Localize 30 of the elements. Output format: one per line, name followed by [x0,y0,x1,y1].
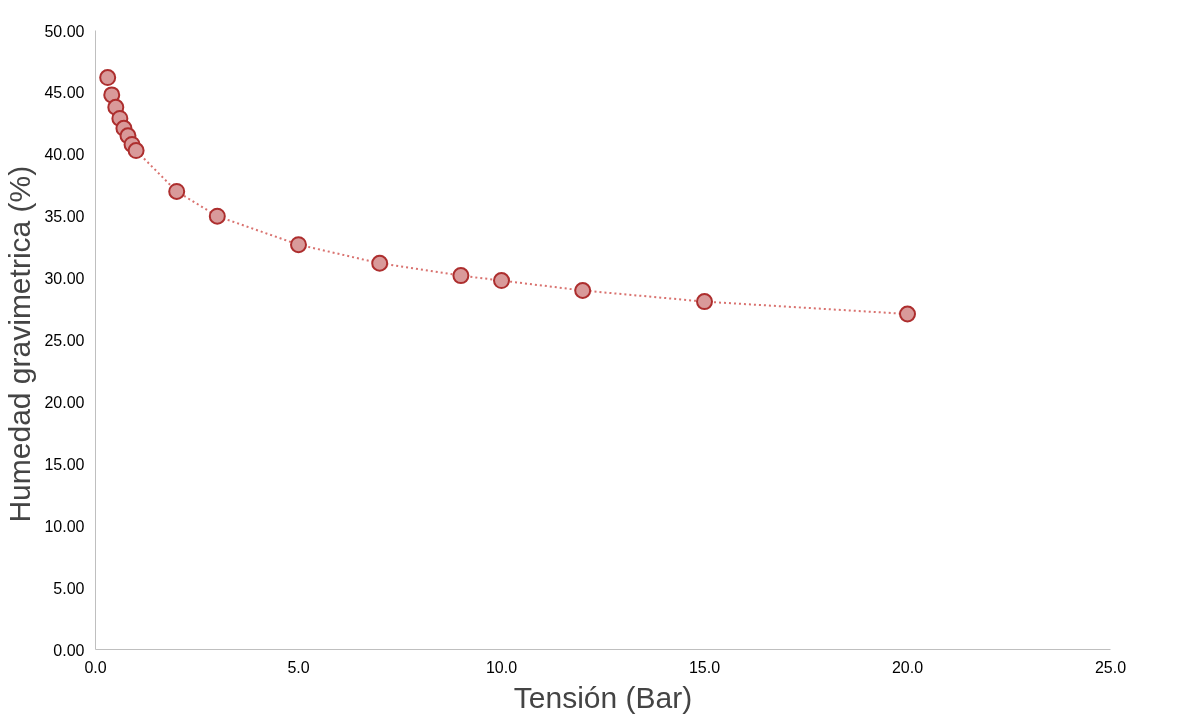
point [696,293,713,311]
y-tick-label: 15.00 [44,455,85,473]
y-tick-label: 5.00 [53,579,85,597]
x-tick-label: 15.0 [688,658,721,676]
x-tick-label: 0.0 [84,658,107,676]
point [899,305,916,323]
y-tick-label: 30.00 [44,270,85,288]
x-tick-label: 5.0 [287,658,310,676]
x-tick-label: 10.0 [485,658,518,676]
y-tick-label: 40.00 [44,146,85,164]
y-tick-label: 10.00 [44,517,85,535]
point [574,281,592,299]
x-axis-title: Tensión (Bar) [513,680,693,714]
point [208,207,226,225]
point [168,182,186,200]
point [99,69,117,87]
y-tick-label: 20.00 [44,393,85,411]
y-tick-label: 35.00 [44,208,85,226]
point [127,142,145,160]
point [493,272,510,290]
point [371,254,389,272]
y-tick-label: 45.00 [44,84,85,102]
point [290,236,307,254]
x-tick-label: 20.0 [891,658,924,676]
y-tick-label: 25.00 [44,332,85,349]
y-tick-label: 50.00 [44,22,85,40]
y-tick-label: 0.00 [53,641,85,659]
y-axis-title: Humedad gravimetrica (%) [3,165,37,523]
x-tick-label: 25.0 [1094,658,1127,676]
point [452,267,470,285]
